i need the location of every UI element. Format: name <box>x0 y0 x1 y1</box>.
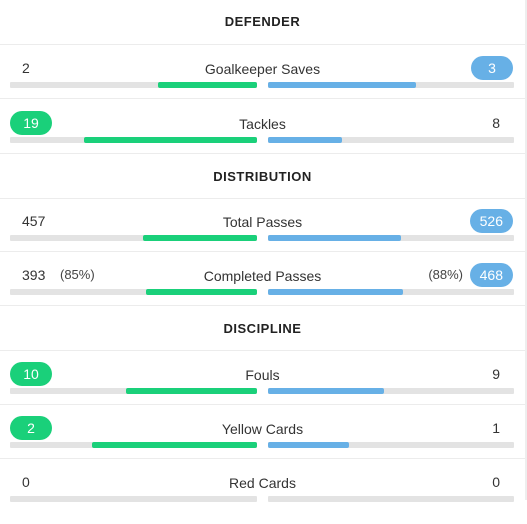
stat-label: Fouls <box>245 367 280 383</box>
stat-label: Completed Passes <box>203 268 322 284</box>
away-bar-fill <box>268 442 350 448</box>
away-bar-track <box>268 235 514 241</box>
away-bar-track <box>268 496 514 502</box>
home-value: 457 <box>22 213 46 229</box>
away-bar-fill <box>268 388 384 394</box>
home-bar-fill <box>126 388 257 394</box>
divider <box>0 404 525 405</box>
divider <box>0 44 525 45</box>
stat-row-total-passes: 457 Total Passes 526 <box>0 209 525 263</box>
away-value-badge: 526 <box>469 209 513 233</box>
stat-row-goalkeeper-saves: 2 Goalkeeper Saves 3 <box>0 56 525 110</box>
home-bar-fill <box>158 82 257 88</box>
away-value: 8 <box>492 115 500 131</box>
home-bar-track <box>10 388 257 394</box>
stat-label: Total Passes <box>222 214 303 230</box>
stat-label: Goalkeeper Saves <box>204 61 321 77</box>
section-header-distribution: DISTRIBUTION <box>213 169 312 184</box>
away-bar-fill <box>268 289 404 295</box>
home-value: 393 <box>22 267 46 283</box>
divider <box>0 198 525 199</box>
away-value: 1 <box>492 420 500 436</box>
home-value: 0 <box>22 474 30 490</box>
away-bar-fill <box>268 137 342 143</box>
home-percentage: (85%) <box>60 267 95 282</box>
divider <box>0 153 525 154</box>
stat-row-tackles: 19 Tackles 8 <box>0 111 525 165</box>
home-bar-track <box>10 289 257 295</box>
away-bar-track <box>268 442 514 448</box>
home-value-badge: 19 <box>10 111 52 135</box>
home-bar-track <box>10 235 257 241</box>
section-header-defender: DEFENDER <box>224 14 301 29</box>
home-value-badge: 10 <box>10 362 52 386</box>
away-percentage: (88%) <box>428 267 463 282</box>
away-bar-track <box>268 82 514 88</box>
away-bar-fill <box>268 82 416 88</box>
away-bar-track <box>268 388 514 394</box>
home-bar-fill <box>143 235 257 241</box>
away-bar-track <box>268 289 514 295</box>
divider <box>0 458 525 459</box>
stat-row-yellow-cards: 2 Yellow Cards 1 <box>0 416 525 470</box>
home-bar-fill <box>91 442 257 448</box>
home-bar-fill <box>84 137 257 143</box>
stat-row-fouls: 10 Fouls 9 <box>0 362 525 416</box>
stat-label: Yellow Cards <box>221 421 304 437</box>
home-bar-track <box>10 137 257 143</box>
divider <box>0 305 525 306</box>
away-value: 9 <box>492 366 500 382</box>
home-bar-fill <box>145 289 257 295</box>
away-value: 0 <box>492 474 500 490</box>
stat-row-completed-passes: 393 (85%) Completed Passes (88%) 468 <box>0 263 525 317</box>
away-bar-fill <box>268 235 401 241</box>
scrollbar-edge <box>525 0 527 500</box>
divider <box>0 98 525 99</box>
divider <box>0 251 525 252</box>
stat-label: Tackles <box>239 116 286 132</box>
divider <box>0 350 525 351</box>
home-bar-track <box>10 496 257 502</box>
stat-label: Red Cards <box>229 475 296 491</box>
away-value-badge: 3 <box>471 56 513 80</box>
home-bar-track <box>10 442 257 448</box>
home-value-badge: 2 <box>10 416 52 440</box>
stat-row-red-cards: 0 Red Cards 0 <box>0 470 525 524</box>
away-bar-track <box>268 137 514 143</box>
section-header-discipline: DISCIPLINE <box>223 321 302 336</box>
home-value: 2 <box>22 60 30 76</box>
away-value-badge: 468 <box>469 263 513 287</box>
home-bar-track <box>10 82 257 88</box>
